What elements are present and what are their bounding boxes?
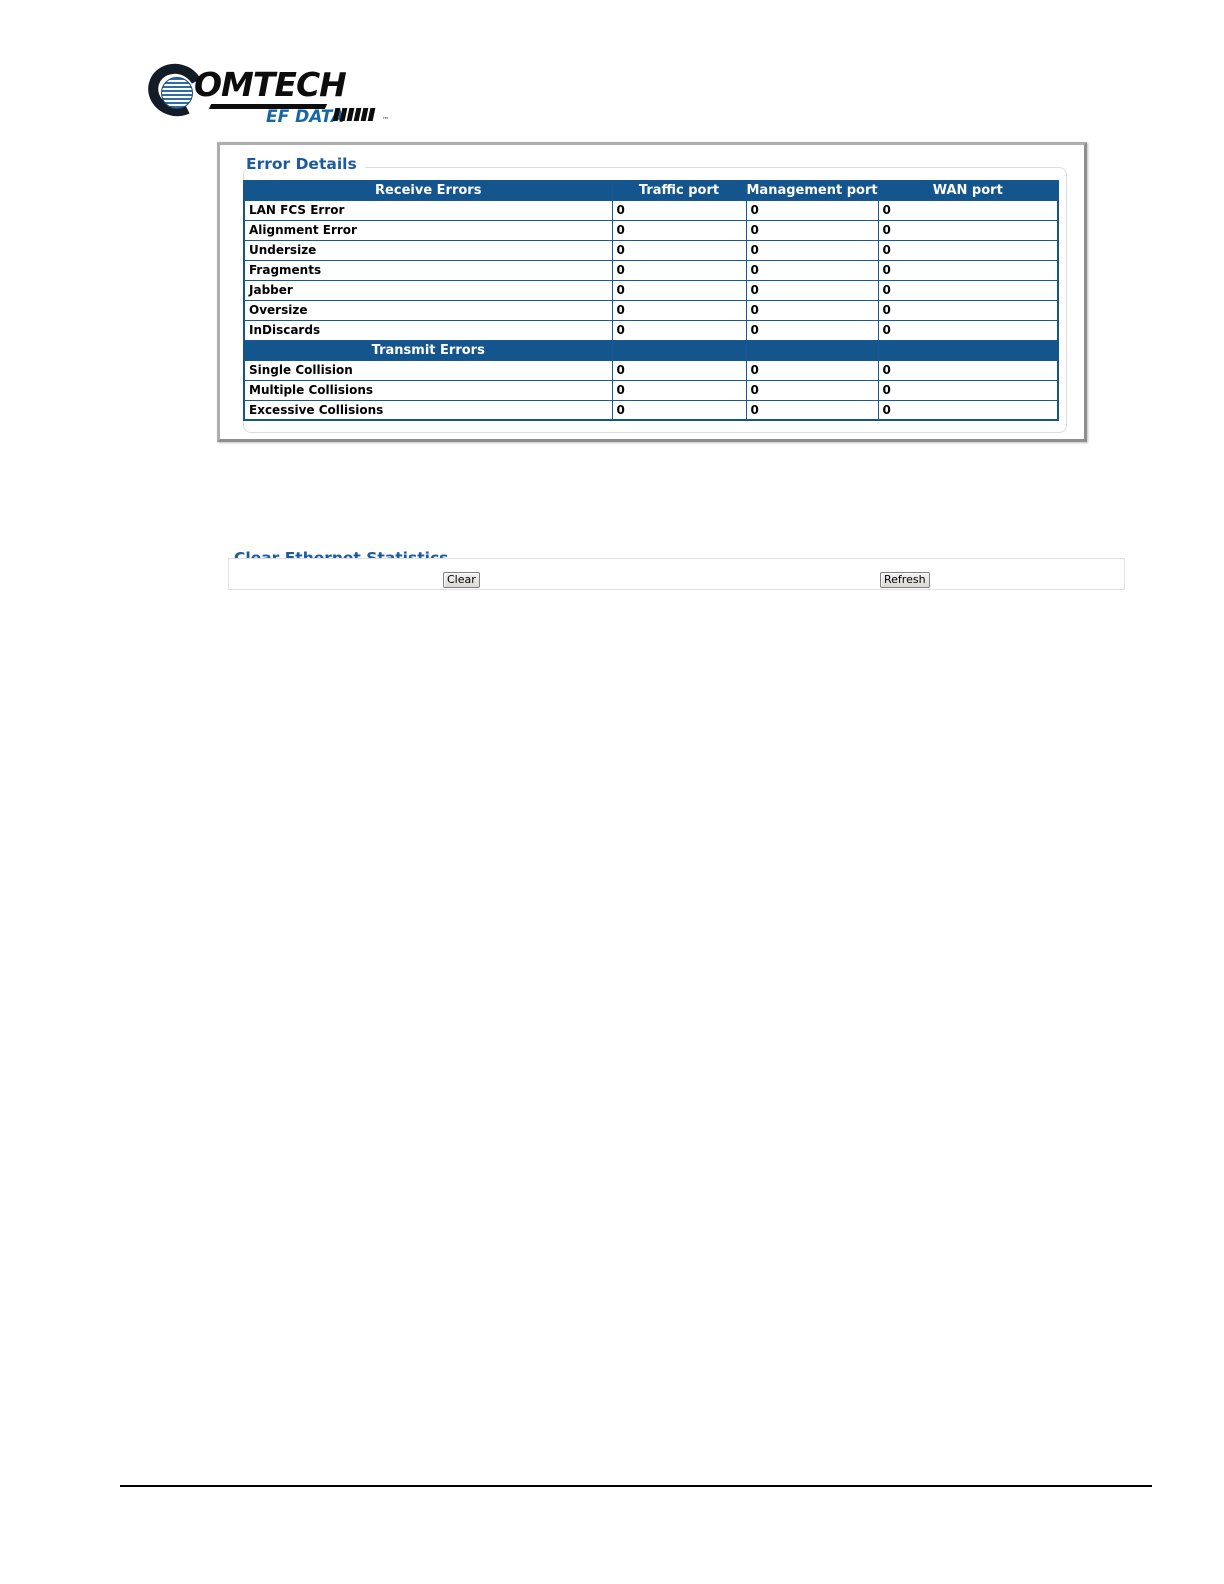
transmit-errors-band: Transmit Errors <box>243 339 1059 361</box>
cell-wan: 0 <box>877 359 1059 381</box>
row-label: Single Collision <box>243 359 613 381</box>
cell-management: 0 <box>745 219 879 241</box>
logo-sub-brand: EF DATA <box>266 107 345 127</box>
cell-wan: 0 <box>877 219 1059 241</box>
cell-traffic: 0 <box>611 199 747 221</box>
table-row: Excessive Collisions 0 0 0 <box>243 399 1059 421</box>
cell-wan: 0 <box>877 319 1059 341</box>
cell-management: 0 <box>745 399 879 421</box>
cell-management: 0 <box>745 359 879 381</box>
error-details-table: Receive Errors Traffic port Management p… <box>243 180 1059 421</box>
table-row: Undersize 0 0 0 <box>243 239 1059 261</box>
table-row: Single Collision 0 0 0 <box>243 359 1059 381</box>
cell-management: 0 <box>745 299 879 321</box>
trademark-symbol: ™ <box>382 116 389 124</box>
globe-icon <box>161 77 193 109</box>
column-header-traffic-port: Traffic port <box>611 180 747 201</box>
cell-wan: 0 <box>877 379 1059 401</box>
table-row: InDiscards 0 0 0 <box>243 319 1059 341</box>
cell-traffic: 0 <box>611 239 747 261</box>
footer-rule <box>120 1485 1152 1487</box>
cell-management: 0 <box>745 239 879 261</box>
clear-statistics-groupbox: Clear Refresh <box>228 558 1125 590</box>
cell-traffic: 0 <box>611 299 747 321</box>
cell-traffic: 0 <box>611 279 747 301</box>
row-label: Undersize <box>243 239 613 261</box>
row-label: LAN FCS Error <box>243 199 613 221</box>
cell-wan: 0 <box>877 259 1059 281</box>
column-header-management-port: Management port <box>745 180 879 201</box>
error-details-panel: Error Details Receive Errors Traffic por… <box>217 142 1087 442</box>
cell-traffic: 0 <box>611 259 747 281</box>
row-label: Fragments <box>243 259 613 281</box>
row-label: Jabber <box>243 279 613 301</box>
logo-barcode-blocks <box>332 108 376 121</box>
cell-management: 0 <box>745 319 879 341</box>
error-details-title: Error Details <box>246 155 365 173</box>
row-label: Multiple Collisions <box>243 379 613 401</box>
table-row: Alignment Error 0 0 0 <box>243 219 1059 241</box>
logo-wordmark: OMTECH <box>194 65 347 104</box>
column-header-receive-errors: Receive Errors <box>243 180 613 201</box>
cell-wan: 0 <box>877 239 1059 261</box>
cell-management: 0 <box>745 199 879 221</box>
cell-traffic: 0 <box>611 399 747 421</box>
table-row: Oversize 0 0 0 <box>243 299 1059 321</box>
row-label: Alignment Error <box>243 219 613 241</box>
cell-management: 0 <box>745 379 879 401</box>
table-header-row: Receive Errors Traffic port Management p… <box>243 180 1059 201</box>
cell-management: 0 <box>745 259 879 281</box>
column-header-wan-port: WAN port <box>877 180 1059 201</box>
table-row: LAN FCS Error 0 0 0 <box>243 199 1059 221</box>
row-label: InDiscards <box>243 319 613 341</box>
cell-management: 0 <box>745 279 879 301</box>
cell-wan: 0 <box>877 279 1059 301</box>
transmit-errors-label: Transmit Errors <box>243 339 613 361</box>
comtech-logo: OMTECH EF DATA ™ <box>141 55 428 133</box>
row-label: Excessive Collisions <box>243 399 613 421</box>
cell-traffic: 0 <box>611 219 747 241</box>
cell-traffic: 0 <box>611 319 747 341</box>
cell-wan: 0 <box>877 399 1059 421</box>
clear-button[interactable]: Clear <box>443 572 480 588</box>
table-row: Multiple Collisions 0 0 0 <box>243 379 1059 401</box>
cell-wan: 0 <box>877 299 1059 321</box>
cell-traffic: 0 <box>611 359 747 381</box>
cell-wan: 0 <box>877 199 1059 221</box>
refresh-button[interactable]: Refresh <box>880 572 930 588</box>
table-row: Jabber 0 0 0 <box>243 279 1059 301</box>
table-row: Fragments 0 0 0 <box>243 259 1059 281</box>
cell-traffic: 0 <box>611 379 747 401</box>
row-label: Oversize <box>243 299 613 321</box>
